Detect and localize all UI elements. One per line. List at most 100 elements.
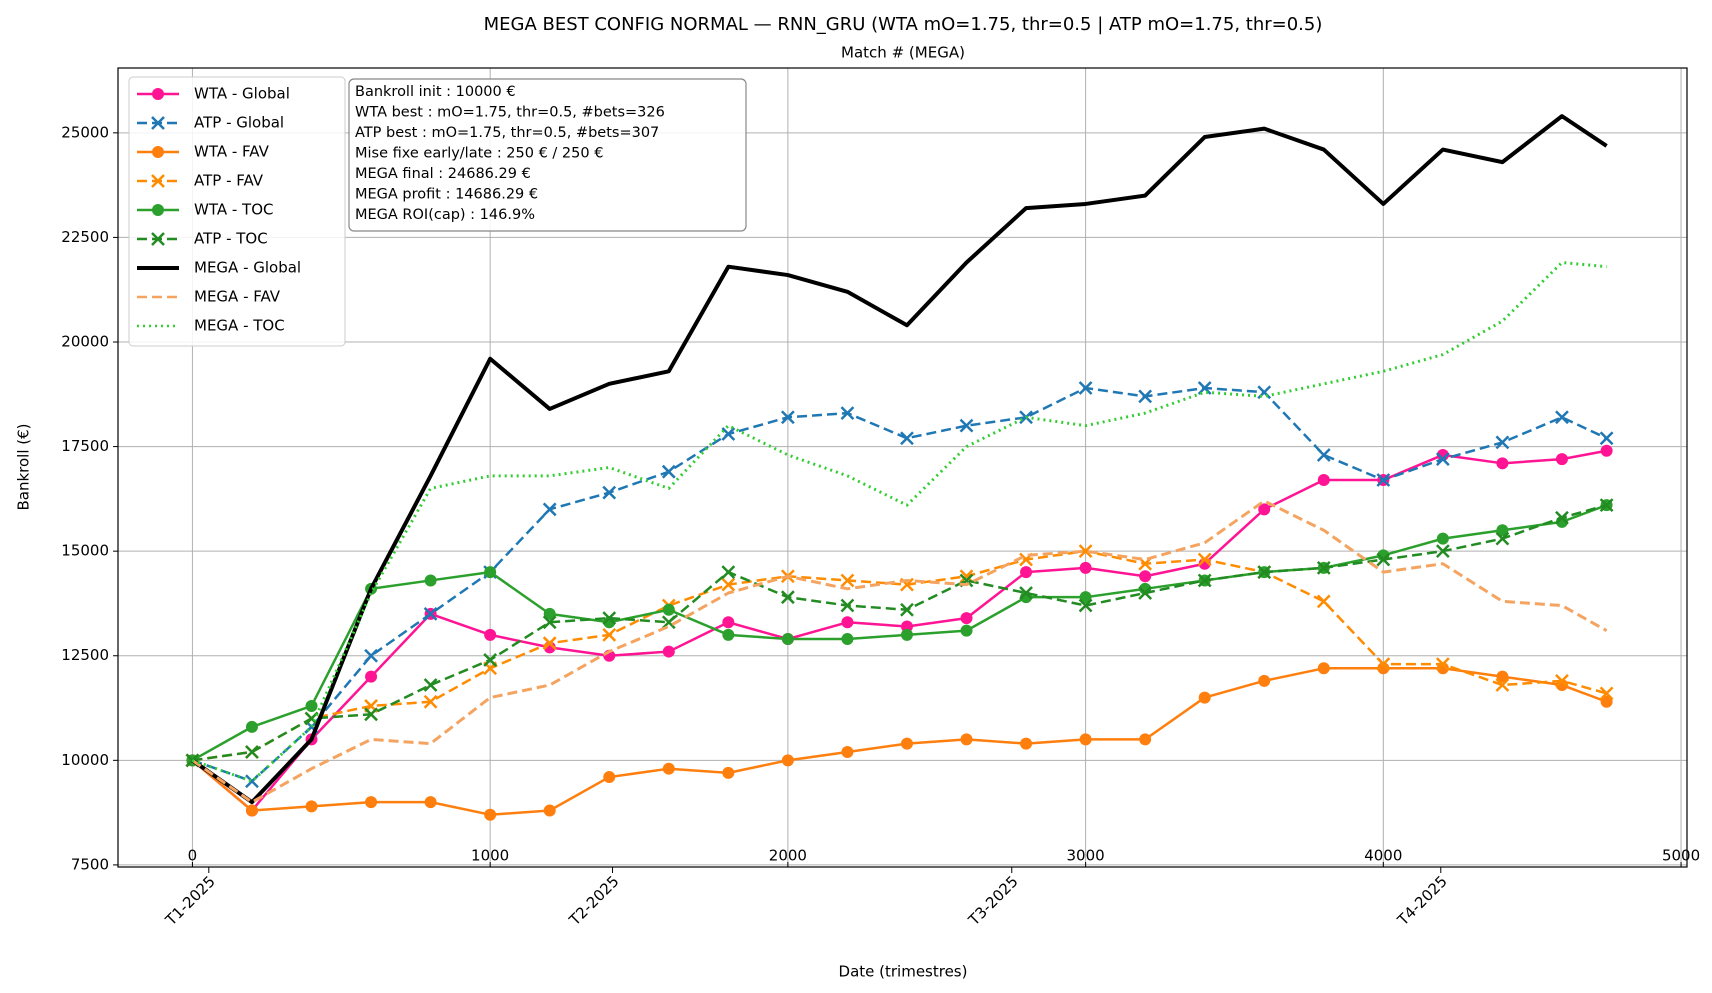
axes-frame — [117, 67, 1688, 868]
marker — [152, 146, 164, 158]
legend-box — [128, 76, 346, 347]
legend-label: ATP - TOC — [194, 230, 268, 248]
marker — [603, 771, 616, 784]
series-line — [191, 114, 1608, 805]
marker — [1258, 674, 1271, 687]
y-tick-label: 12500 — [61, 646, 109, 664]
marker — [1198, 691, 1211, 704]
marker — [364, 707, 378, 722]
y-tick-label: 25000 — [61, 123, 109, 141]
marker — [424, 796, 437, 809]
marker — [1495, 678, 1510, 692]
marker — [840, 598, 855, 613]
info-line: ATP best : mO=1.75, thr=0.5, #bets=307 — [355, 125, 659, 141]
marker — [900, 602, 914, 617]
marker — [1138, 389, 1153, 404]
marker — [841, 633, 854, 646]
marker — [900, 431, 914, 446]
marker — [1020, 566, 1033, 579]
marker — [484, 808, 497, 821]
info-frame — [348, 78, 747, 232]
legend: WTA - Global ATP - Global WTA - FAV ATP - F… — [128, 76, 346, 347]
marker — [1376, 657, 1391, 671]
marker — [780, 590, 795, 605]
info-line: MEGA final : 24686.29 € — [355, 166, 531, 182]
marker — [1555, 453, 1568, 466]
marker — [151, 116, 165, 130]
marker — [1078, 544, 1093, 559]
marker — [1435, 544, 1450, 559]
marker — [602, 627, 617, 642]
x-tick-label: 2000 — [769, 847, 807, 865]
marker — [662, 762, 675, 775]
info-line: MEGA profit : 14686.29 € — [355, 187, 538, 203]
marker — [245, 720, 258, 733]
marker — [1197, 552, 1212, 567]
marker — [1555, 510, 1569, 525]
marker — [484, 566, 497, 579]
marker — [424, 574, 437, 587]
marker — [900, 620, 913, 633]
marker — [780, 410, 795, 425]
chart-title: MEGA BEST CONFIG NORMAL — RNN_GRU (WTA m… — [484, 14, 1323, 35]
marker — [900, 737, 913, 750]
marker — [1258, 503, 1271, 516]
legend-label: MEGA - Global — [194, 259, 301, 277]
marker — [721, 577, 736, 592]
marker — [661, 464, 676, 479]
y-tick-label: 20000 — [61, 333, 109, 351]
marker — [1599, 431, 1614, 446]
marker — [1496, 457, 1509, 470]
marker — [1495, 435, 1510, 450]
legend-label: WTA - Global — [194, 85, 290, 103]
legend-label: WTA - TOC — [194, 201, 273, 219]
legend-label: ATP - FAV — [194, 172, 264, 190]
marker — [960, 733, 973, 746]
info-line: Bankroll init : 10000 € — [355, 84, 516, 100]
series-line — [191, 499, 1608, 804]
marker — [543, 804, 556, 817]
legend-label: WTA - FAV — [194, 143, 270, 161]
marker — [423, 694, 438, 709]
marker — [662, 645, 675, 658]
marker — [1079, 561, 1092, 574]
marker — [1496, 670, 1509, 683]
marker — [542, 502, 557, 517]
legend-label: ATP - Global — [194, 114, 284, 132]
marker — [841, 745, 854, 758]
top-axis-label: Match # (MEGA) — [841, 44, 965, 62]
legend-label: MEGA - TOC — [194, 317, 285, 335]
marker — [1377, 662, 1390, 675]
marker — [721, 565, 736, 579]
marker — [1555, 410, 1569, 425]
marker — [1079, 733, 1092, 746]
marker — [245, 774, 259, 789]
marker — [1257, 565, 1272, 579]
series-line — [191, 261, 1607, 783]
marker — [1436, 532, 1449, 545]
marker — [840, 406, 855, 421]
info-line: Mise fixe early/late : 250 € / 250 € — [355, 146, 603, 162]
marker — [1600, 695, 1613, 708]
marker — [1316, 594, 1331, 609]
marker — [721, 427, 736, 441]
marker — [423, 607, 438, 621]
marker — [305, 800, 318, 813]
marker — [662, 603, 675, 616]
marker — [542, 615, 557, 630]
marker — [1078, 598, 1093, 613]
marker — [1138, 586, 1153, 600]
marker — [602, 485, 617, 500]
marker — [1376, 473, 1391, 487]
marker — [602, 611, 617, 625]
marker — [1317, 662, 1330, 675]
marker — [1020, 737, 1033, 750]
y-tick-label: 10000 — [61, 751, 109, 769]
marker — [1079, 591, 1092, 604]
marker — [1495, 531, 1510, 546]
marker — [1555, 673, 1569, 688]
y-tick-label: 17500 — [61, 437, 109, 455]
info-line: MEGA ROI(cap) : 146.9% — [355, 207, 535, 223]
marker — [781, 754, 794, 767]
